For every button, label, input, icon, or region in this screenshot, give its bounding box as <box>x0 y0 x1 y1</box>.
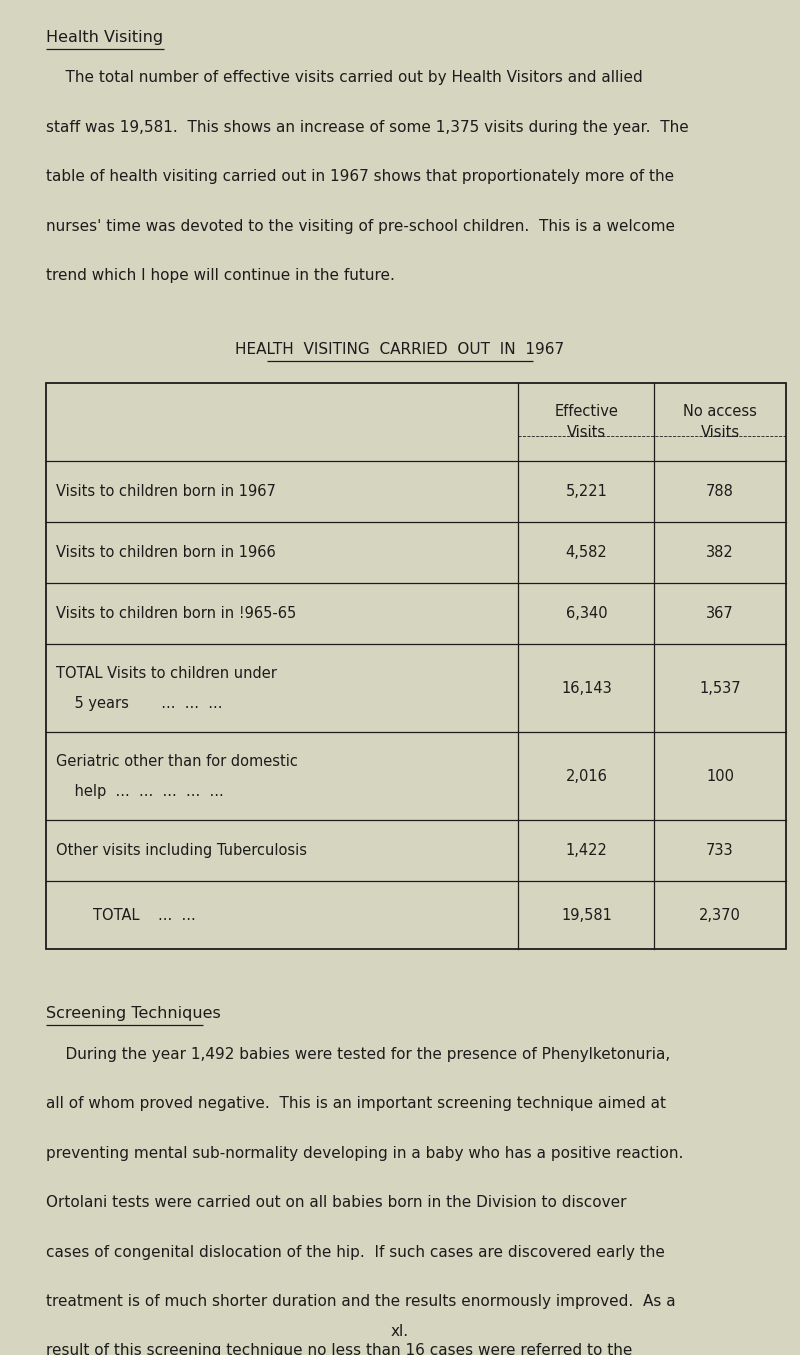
Text: 16,143: 16,143 <box>561 680 612 696</box>
Text: treatment is of much shorter duration and the results enormously improved.  As a: treatment is of much shorter duration an… <box>46 1294 676 1309</box>
Text: 6,340: 6,340 <box>566 606 607 622</box>
Text: table of health visiting carried out in 1967 shows that proportionately more of : table of health visiting carried out in … <box>46 169 674 184</box>
Text: staff was 19,581.  This shows an increase of some 1,375 visits during the year. : staff was 19,581. This shows an increase… <box>46 121 689 136</box>
Text: result of this screening technique no less than 16 cases were referred to the: result of this screening technique no le… <box>46 1343 633 1355</box>
Text: help  ...  ...  ...  ...  ...: help ... ... ... ... ... <box>56 783 224 799</box>
Text: 367: 367 <box>706 606 734 622</box>
Text: xl.: xl. <box>391 1324 409 1339</box>
Text: all of whom proved negative.  This is an important screening technique aimed at: all of whom proved negative. This is an … <box>46 1096 666 1111</box>
Text: Visits to children born in !965-65: Visits to children born in !965-65 <box>56 606 296 622</box>
Bar <box>46 382 786 948</box>
Text: 1,422: 1,422 <box>566 843 607 859</box>
Text: nurses' time was devoted to the visiting of pre-school children.  This is a welc: nurses' time was devoted to the visiting… <box>46 218 675 234</box>
Text: 4,582: 4,582 <box>566 545 607 561</box>
Text: 2,370: 2,370 <box>699 908 741 923</box>
Text: Screening Techniques: Screening Techniques <box>46 1005 221 1022</box>
Text: The total number of effective visits carried out by Health Visitors and allied: The total number of effective visits car… <box>46 70 643 85</box>
Text: HEALTH  VISITING  CARRIED  OUT  IN  1967: HEALTH VISITING CARRIED OUT IN 1967 <box>235 341 565 358</box>
Text: preventing mental sub-normality developing in a baby who has a positive reaction: preventing mental sub-normality developi… <box>46 1145 684 1161</box>
Text: 5,221: 5,221 <box>566 484 607 500</box>
Text: 2,016: 2,016 <box>566 768 607 785</box>
Text: Other visits including Tuberculosis: Other visits including Tuberculosis <box>56 843 307 859</box>
Text: 1,537: 1,537 <box>699 680 741 696</box>
Text: During the year 1,492 babies were tested for the presence of Phenylketonuria,: During the year 1,492 babies were tested… <box>46 1046 670 1062</box>
Text: Effective
Visits: Effective Visits <box>554 404 618 440</box>
Text: 788: 788 <box>706 484 734 500</box>
Text: Health Visiting: Health Visiting <box>46 30 163 45</box>
Text: No access
Visits: No access Visits <box>683 404 757 440</box>
Text: Ortolani tests were carried out on all babies born in the Division to discover: Ortolani tests were carried out on all b… <box>46 1195 627 1210</box>
Text: 733: 733 <box>706 843 734 859</box>
Text: Visits to children born in 1967: Visits to children born in 1967 <box>56 484 276 500</box>
Text: 19,581: 19,581 <box>561 908 612 923</box>
Text: Geriatric other than for domestic: Geriatric other than for domestic <box>56 753 298 770</box>
Text: cases of congenital dislocation of the hip.  If such cases are discovered early : cases of congenital dislocation of the h… <box>46 1244 666 1260</box>
Text: Visits to children born in 1966: Visits to children born in 1966 <box>56 545 276 561</box>
Text: 382: 382 <box>706 545 734 561</box>
Text: TOTAL Visits to children under: TOTAL Visits to children under <box>56 665 277 682</box>
Text: 100: 100 <box>706 768 734 785</box>
Text: TOTAL    ...  ...: TOTAL ... ... <box>56 908 196 923</box>
Text: trend which I hope will continue in the future.: trend which I hope will continue in the … <box>46 268 395 283</box>
Text: 5 years       ...  ...  ...: 5 years ... ... ... <box>56 695 222 711</box>
